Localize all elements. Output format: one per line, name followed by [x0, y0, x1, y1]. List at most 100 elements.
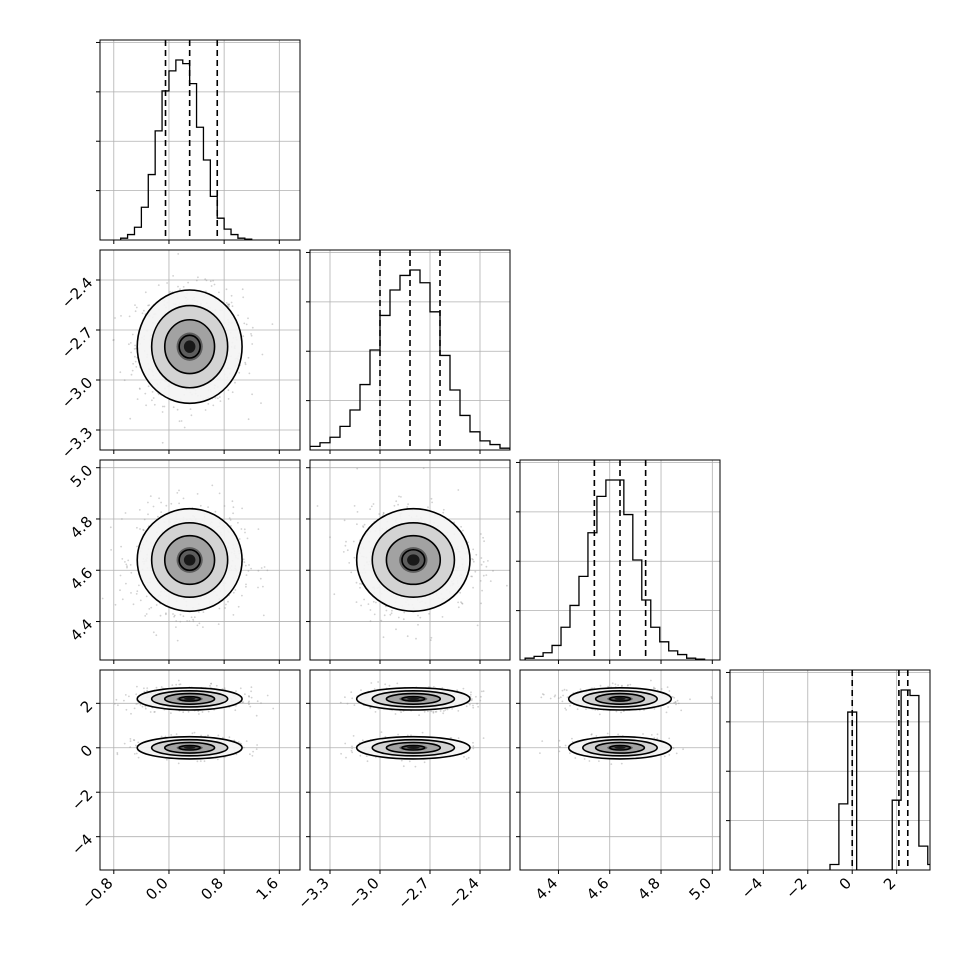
sample-point — [471, 575, 473, 578]
sample-point — [369, 508, 371, 511]
sample-point — [480, 563, 483, 566]
sample-point — [406, 506, 409, 508]
sample-point — [489, 580, 492, 582]
sample-point — [218, 396, 221, 398]
y-tick-label: 2 — [77, 697, 96, 716]
sample-point — [144, 707, 147, 710]
sample-point — [129, 746, 132, 748]
sample-point — [245, 740, 248, 742]
sample-point — [145, 613, 148, 615]
sample-point — [579, 688, 582, 691]
sample-point — [260, 702, 262, 704]
sample-point — [457, 489, 460, 491]
sample-point — [144, 392, 147, 395]
sample-point — [246, 537, 249, 540]
sample-point — [127, 695, 130, 698]
sample-point — [422, 467, 425, 469]
sample-point — [351, 745, 353, 748]
sample-point — [133, 348, 136, 350]
sample-point — [134, 344, 137, 347]
sample-point — [222, 736, 224, 739]
sample-point — [207, 506, 210, 508]
sample-point — [249, 753, 251, 756]
sample-point — [237, 605, 240, 608]
sample-point — [453, 521, 456, 524]
sample-point — [182, 286, 185, 288]
sample-point — [467, 756, 470, 759]
sample-point — [434, 711, 437, 713]
sample-point — [113, 702, 116, 705]
sample-point — [154, 711, 156, 713]
sample-point — [152, 505, 155, 508]
sample-point — [149, 711, 152, 713]
sample-point — [150, 606, 153, 609]
sample-point — [614, 683, 617, 686]
sample-point — [441, 687, 444, 689]
sample-point — [257, 569, 260, 572]
sample-point — [470, 575, 473, 578]
sample-point — [369, 620, 372, 623]
sample-point — [475, 553, 478, 556]
sample-point — [192, 620, 195, 623]
sample-point — [163, 405, 166, 408]
sample-point — [207, 403, 210, 405]
sample-point — [218, 607, 221, 610]
sample-point — [654, 687, 656, 690]
sample-point — [244, 693, 246, 696]
sample-point — [243, 746, 245, 749]
sample-point — [247, 317, 249, 320]
density-contour — [178, 334, 201, 359]
x-tick-label: 0.0 — [142, 874, 172, 904]
sample-point — [342, 551, 345, 553]
sample-point — [175, 620, 178, 622]
sample-point — [483, 540, 485, 543]
sample-point — [232, 614, 235, 616]
sample-point — [250, 567, 253, 570]
sample-point — [251, 754, 254, 757]
density-contour — [401, 548, 426, 572]
sample-point — [352, 735, 355, 737]
sample-point — [351, 751, 354, 754]
sample-point — [363, 598, 365, 601]
y-tick-label: 4.8 — [67, 513, 97, 543]
sample-point — [144, 291, 147, 294]
sample-point — [348, 562, 351, 564]
sample-point — [214, 397, 217, 399]
sample-point — [382, 512, 385, 515]
density-contour — [136, 686, 243, 711]
sample-point — [485, 565, 488, 568]
sample-point — [620, 711, 622, 714]
sample-point — [248, 700, 251, 703]
sample-point — [126, 566, 128, 569]
sample-point — [197, 710, 200, 713]
sample-point — [382, 511, 385, 514]
sample-point — [470, 691, 472, 694]
sample-point — [482, 561, 485, 563]
sample-point — [124, 512, 127, 514]
density-contour — [150, 690, 229, 708]
sample-point — [144, 615, 147, 617]
sample-point — [231, 391, 234, 394]
sample-point — [256, 744, 258, 746]
sample-point — [472, 704, 474, 707]
sample-point — [257, 528, 260, 530]
sample-point — [135, 347, 137, 350]
sample-point — [157, 515, 159, 518]
sample-point — [435, 710, 438, 713]
sample-point — [248, 703, 250, 706]
sample-point — [561, 700, 564, 703]
sample-point — [359, 582, 361, 585]
sample-point — [145, 595, 148, 598]
sample-point — [230, 294, 233, 297]
sample-point — [492, 570, 494, 572]
sample-point — [393, 504, 396, 507]
sample-point — [138, 387, 141, 390]
sample-point — [398, 495, 400, 498]
sample-point — [350, 749, 353, 752]
sample-point — [231, 305, 234, 308]
sample-point — [206, 734, 209, 737]
sample-point — [408, 760, 411, 763]
sample-point — [457, 737, 460, 739]
sample-point — [340, 752, 342, 755]
